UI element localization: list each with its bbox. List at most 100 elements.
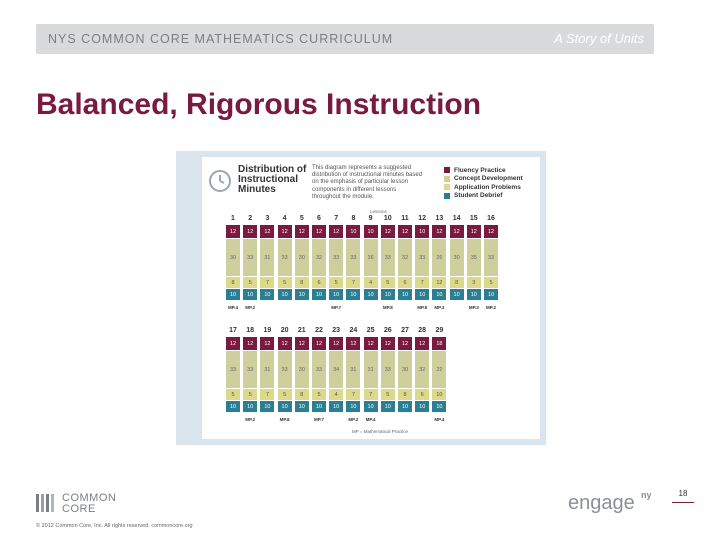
engage-logo: engage [568, 492, 635, 514]
segment-fluency: 12 [466, 225, 481, 238]
segment-concept: 33 [277, 351, 292, 388]
distribution-figure: Distribution of Instructional Minutes Th… [176, 151, 546, 445]
segment-fluency: 12 [484, 225, 498, 238]
segment-debrief: 10 [432, 401, 447, 412]
mp-label: MP.2 [348, 417, 359, 422]
segment-fluency: 12 [260, 337, 275, 350]
segment-app: 4 [363, 277, 378, 288]
figure-title: Distribution of Instructional Minutes [238, 164, 307, 195]
lesson-number: 14 [452, 215, 461, 222]
segment-debrief: 10 [346, 289, 361, 300]
lesson-number: 26 [383, 327, 392, 334]
segment-debrief: 10 [312, 289, 326, 300]
lesson-number: 4 [282, 215, 287, 222]
segment-app: 5 [380, 277, 395, 288]
figure-legend: Fluency Practice Concept Development Appli… [444, 166, 523, 200]
logo-line-1: COMMON [62, 492, 117, 504]
segment-debrief: 10 [312, 401, 326, 412]
segment-debrief: 10 [260, 289, 275, 300]
lesson-number: 6 [317, 215, 321, 222]
segment-fluency: 12 [346, 337, 361, 350]
mp-label: MP.8 [382, 305, 393, 310]
lesson-number: 3 [265, 215, 270, 222]
segment-debrief: 10 [294, 401, 309, 412]
segment-debrief: 10 [466, 289, 481, 300]
segment-fluency: 10 [363, 225, 378, 238]
legend-swatch [444, 167, 450, 174]
segment-app: 5 [277, 277, 292, 288]
lesson-number: 22 [315, 327, 323, 334]
segment-fluency: 12 [243, 337, 258, 350]
segment-fluency: 10 [346, 225, 361, 238]
legend-item: Student Debrief [444, 192, 523, 201]
segment-fluency: 18 [432, 337, 447, 350]
segment-debrief: 10 [415, 289, 430, 300]
segment-debrief: 10 [260, 401, 275, 412]
segment-fluency: 12 [398, 337, 412, 350]
segment-app: 6 [398, 277, 412, 288]
lesson-number: 23 [332, 327, 341, 334]
segment-fluency: 12 [449, 225, 464, 238]
legend-label: Fluency Practice [454, 166, 506, 174]
segment-fluency: 12 [277, 225, 292, 238]
segment-concept: 33 [380, 239, 395, 276]
lesson-number: 7 [334, 215, 339, 222]
segment-fluency: 12 [380, 337, 395, 350]
segment-debrief: 10 [363, 401, 378, 412]
figure-footnote: MP = Mathematical Practice [352, 429, 409, 434]
segment-app: 5 [484, 277, 498, 288]
figure-panel: Distribution of Instructional Minutes Th… [202, 157, 540, 439]
segment-concept: 33 [380, 351, 395, 388]
figure-description: This diagram represents a suggested dist… [312, 165, 423, 200]
segment-app: 7 [260, 277, 275, 288]
segment-concept: 30 [449, 239, 464, 276]
segment-app: 10 [432, 389, 447, 400]
common-core-logo-icon [36, 494, 54, 512]
segment-fluency: 12 [312, 337, 326, 350]
lesson-number: 21 [297, 327, 306, 334]
clock-icon [209, 170, 231, 192]
segment-concept: 33 [346, 239, 361, 276]
mp-label: MP.7 [314, 417, 324, 422]
lesson-number: 20 [280, 327, 289, 334]
segment-fluency: 12 [329, 337, 344, 350]
segment-app: 5 [380, 389, 395, 400]
curriculum-label: NYS COMMON CORE MATHEMATICS CURRICULUM [48, 32, 394, 46]
legend-item: Concept Development [444, 175, 523, 184]
segment-fluency: 12 [226, 337, 240, 350]
segment-concept: 26 [432, 239, 447, 276]
segment-concept: 30 [294, 239, 309, 276]
segment-concept: 33 [226, 351, 240, 388]
segment-app: 7 [346, 389, 361, 400]
segment-fluency: 10 [415, 225, 430, 238]
lessons-label: Lessons [370, 209, 387, 214]
segment-concept: 33 [484, 239, 498, 276]
segment-fluency: 12 [294, 337, 309, 350]
slide-title: Balanced, Rigorous Instruction [36, 88, 482, 121]
series-label: A Story of Units [554, 31, 644, 46]
legend-label: Application Problems [454, 183, 521, 191]
segment-app: 5 [243, 389, 258, 400]
legend-label: Student Debrief [454, 192, 503, 200]
header-banner: NYS COMMON CORE MATHEMATICS CURRICULUM A… [36, 24, 654, 54]
segment-app: 5 [312, 389, 326, 400]
segment-app: 8 [449, 277, 464, 288]
lesson-number: 27 [401, 327, 409, 334]
segment-concept: 32 [415, 351, 430, 388]
mp-label: MP.3 [434, 305, 445, 310]
legend-label: Concept Development [454, 175, 523, 183]
lesson-number: 18 [246, 327, 255, 334]
segment-concept: 34 [329, 351, 344, 388]
segment-fluency: 12 [312, 225, 326, 238]
segment-debrief: 10 [329, 401, 344, 412]
mp-label: MP.2 [486, 305, 496, 310]
segment-concept: 30 [226, 239, 240, 276]
legend-swatch [444, 192, 450, 199]
copyright-text: © 2012 Common Core, Inc. All rights rese… [36, 523, 193, 529]
segment-fluency: 12 [398, 225, 412, 238]
segment-debrief: 10 [329, 289, 344, 300]
segment-debrief: 10 [484, 289, 498, 300]
lesson-number: 11 [401, 215, 409, 222]
common-core-wordmark: COMMON CORE [62, 493, 116, 515]
lesson-number: 16 [487, 215, 495, 222]
